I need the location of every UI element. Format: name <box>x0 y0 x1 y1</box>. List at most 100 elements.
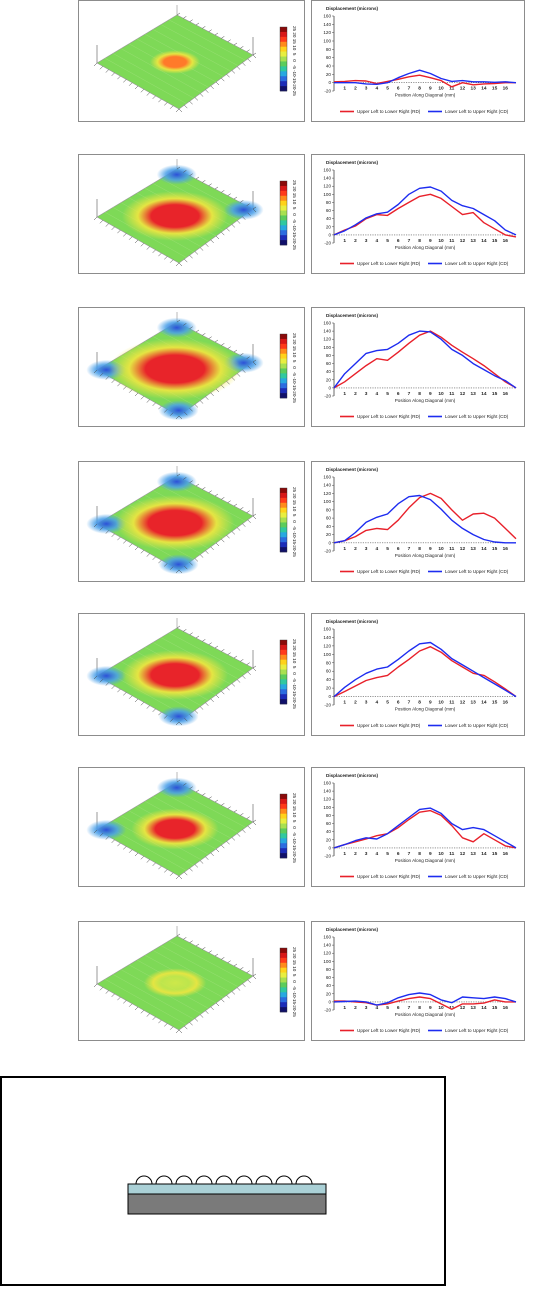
colorbar-band <box>280 853 287 859</box>
y-tick-label: 40 <box>326 983 332 988</box>
y-tick <box>176 779 181 783</box>
colorbar-band <box>280 225 287 231</box>
y-tick <box>246 49 250 52</box>
y-tick <box>189 714 193 718</box>
x-tick <box>128 389 133 393</box>
y-tick <box>215 388 220 393</box>
x-tick <box>128 236 133 240</box>
y-tick-label: 80 <box>326 47 332 52</box>
y-tick-label: 120 <box>323 30 331 35</box>
hot-region <box>109 338 241 400</box>
y-tick <box>194 558 199 562</box>
y-tick-label: 160 <box>323 781 331 786</box>
y-tick <box>233 809 238 813</box>
y-tick <box>221 844 225 849</box>
x-tick <box>111 226 115 231</box>
x-tick-label: 10 <box>438 86 444 92</box>
x-tick-label: 14 <box>481 86 487 92</box>
x-tick <box>99 833 104 837</box>
x-tick-label: 13 <box>471 851 477 857</box>
colorbar-tick-label: 0 <box>292 59 297 62</box>
x-tick-label: 3 <box>365 86 368 92</box>
y-tick <box>178 721 183 726</box>
y-tick <box>231 837 236 841</box>
y-tick <box>236 220 241 224</box>
x-tick-label: 1 <box>343 700 346 706</box>
y-tick <box>189 173 193 176</box>
y-tick <box>195 176 200 180</box>
y-tick <box>184 411 188 416</box>
colorbar-band <box>280 659 287 665</box>
colorbar-band <box>280 27 287 33</box>
series-line <box>333 193 517 238</box>
x-tick <box>169 412 174 416</box>
y-tick <box>210 1006 214 1011</box>
x-tick-label: 9 <box>429 546 432 552</box>
x-tick <box>146 1013 150 1017</box>
y-tick <box>252 667 257 672</box>
x-tick <box>93 675 98 680</box>
x-tick-label: 3 <box>365 238 368 244</box>
x-tick-label: 11 <box>449 546 454 552</box>
x-tick <box>123 1000 127 1004</box>
y-tick <box>202 487 206 490</box>
series-line <box>334 996 516 1010</box>
colorbar-tick-label: -10 <box>292 531 297 538</box>
colorbar-tick-label: 15 <box>292 193 297 199</box>
y-tick <box>184 565 188 570</box>
x-tick <box>105 530 109 534</box>
x-tick <box>117 536 121 541</box>
cold-region <box>86 819 127 840</box>
x-tick-label: 5 <box>386 851 389 857</box>
x-tick <box>123 79 127 83</box>
warpage-map-panel: 25 20 15 10 5 0 -5 -10 -15 -20 -25 <box>78 307 305 427</box>
y-tick-label: 140 <box>323 176 331 181</box>
y-tick-label: 80 <box>326 507 332 512</box>
y-tick <box>208 796 212 799</box>
colorbar-tick-label: 15 <box>292 500 297 506</box>
y-tick-label: 120 <box>323 797 331 802</box>
colorbar-band <box>280 61 287 67</box>
x-tick-label: 16 <box>503 546 509 552</box>
colorbar-band <box>280 81 287 87</box>
x-tick-label: 1 <box>343 238 346 244</box>
y-tick <box>178 875 183 880</box>
legend-label: Upper Left to Lower Right (RD) <box>357 569 421 574</box>
x-tick <box>175 1029 180 1034</box>
y-tick <box>208 336 212 339</box>
y-tick <box>227 806 231 809</box>
warpage-map-panel: 25 20 15 10 5 0 -5 -10 -15 -20 -25 <box>78 613 305 736</box>
y-tick-label: 0 <box>328 232 331 237</box>
y-tick <box>233 963 238 967</box>
x-tick-label: 11 <box>449 391 454 397</box>
y-tick <box>199 1014 204 1018</box>
legend-label: Lower Left to Upper Right (CD) <box>445 569 509 574</box>
x-tick-label: 6 <box>397 851 400 857</box>
y-tick <box>202 793 206 796</box>
x-tick <box>93 216 98 221</box>
colorbar-tick-label: 20 <box>292 799 297 805</box>
y-tick-label: 120 <box>323 337 331 342</box>
y-tick <box>208 642 212 645</box>
colorbar-tick-label: 5 <box>292 820 297 823</box>
solder-bump <box>175 1175 193 1185</box>
colorbar-tick-label: -25 <box>292 1010 297 1017</box>
x-tick-label: 13 <box>471 700 477 706</box>
colorbar-tick-label: 15 <box>292 960 297 966</box>
y-tick <box>231 531 236 535</box>
substrate <box>127 1183 327 1195</box>
colorbar-band <box>280 694 287 700</box>
y-tick <box>184 1025 188 1030</box>
y-tick-label: 20 <box>326 72 332 77</box>
y-tick <box>246 510 250 513</box>
colorbar-band <box>280 987 287 993</box>
x-tick <box>111 993 115 998</box>
x-tick-label: 13 <box>471 546 477 552</box>
colorbar-band <box>280 823 287 829</box>
y-tick <box>242 983 246 987</box>
x-tick-label: 16 <box>503 238 509 244</box>
x-tick-label: 7 <box>408 851 411 857</box>
package-schematic-drawing <box>127 1175 327 1215</box>
series-line <box>333 807 517 849</box>
